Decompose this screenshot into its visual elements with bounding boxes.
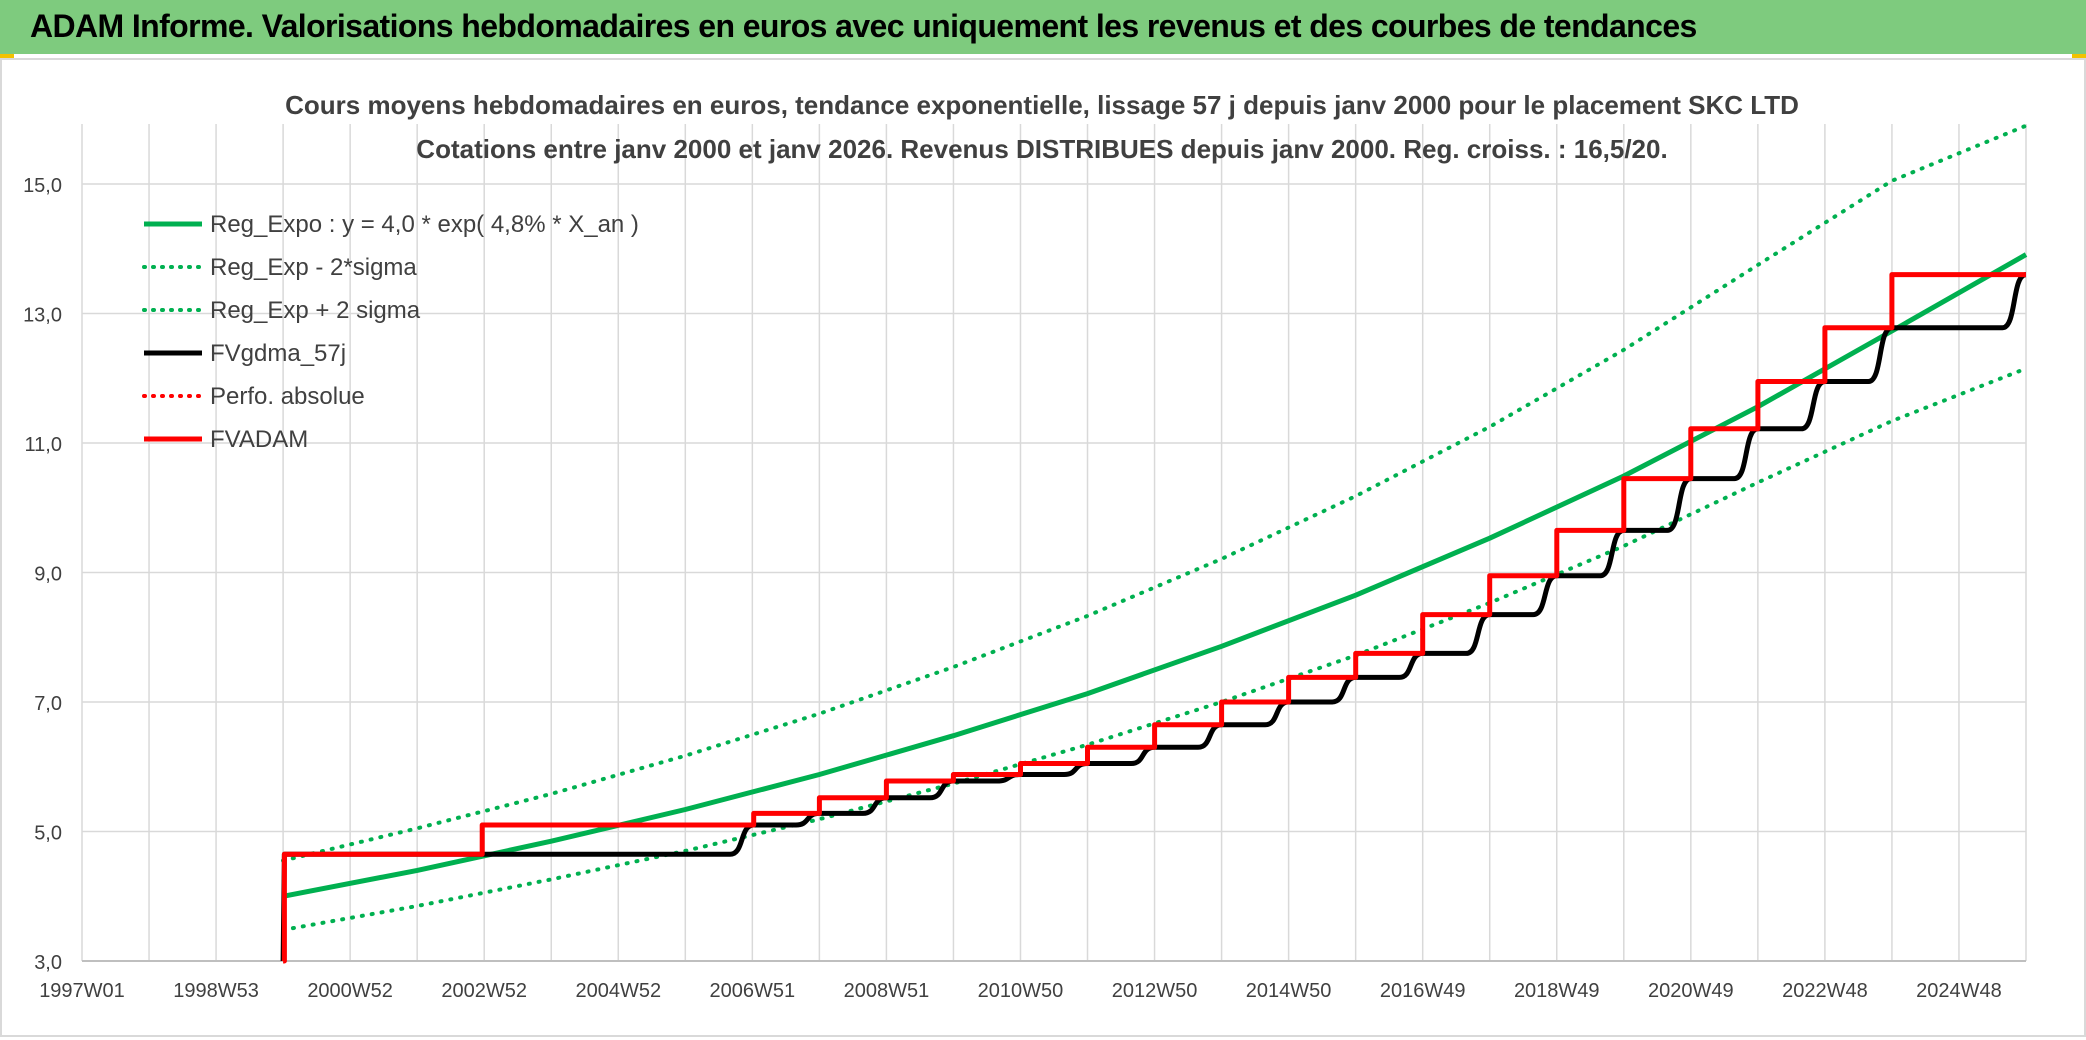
legend-label: FVgdma_57j — [210, 340, 346, 367]
legend-reg-expo[interactable]: Reg_Expo : y = 4,0 * exp( 4,8% * X_an ) — [144, 211, 639, 238]
legend-fvgdma[interactable]: FVgdma_57j — [144, 340, 346, 367]
y-tick-label: 3,0 — [34, 952, 62, 974]
y-tick-label: 7,0 — [34, 693, 62, 715]
axes: 3,0 5,0 7,0 9,0 11,0 13,0 15,0 1997W01 1998W53 20… — [23, 175, 2026, 1002]
series-line-reg-expo — [282, 252, 2028, 899]
x-tick-label: 1997W01 — [39, 980, 125, 1002]
corner-marker-right — [2072, 54, 2086, 59]
report-header: ADAM Informe. Valorisations hebdomadaire… — [0, 0, 2086, 54]
x-tick-label: 2016W49 — [1380, 980, 1466, 1002]
x-tick-label: 2010W50 — [978, 980, 1064, 1002]
x-tick-label: 2006W51 — [710, 980, 796, 1002]
legend-label: Reg_Exp + 2 sigma — [210, 297, 421, 324]
report-title: ADAM Informe. Valorisations hebdomadaire… — [30, 8, 1697, 44]
y-tick-label: 9,0 — [34, 564, 62, 586]
x-tick-label: 2014W50 — [1246, 980, 1332, 1002]
legend-fvadam[interactable]: FVADAM — [144, 426, 308, 453]
x-tick-label: 2000W52 — [307, 980, 393, 1002]
series-line-fvadam — [281, 272, 2026, 964]
legend-label: Reg_Expo : y = 4,0 * exp( 4,8% * X_an ) — [210, 211, 639, 238]
x-tick-label: 2020W49 — [1648, 980, 1734, 1002]
x-tick-label: 2004W52 — [575, 980, 661, 1002]
x-tick-label: 2022W48 — [1782, 980, 1868, 1002]
legend-label: Perfo. absolue — [210, 383, 365, 410]
y-tick-label: 11,0 — [25, 434, 62, 456]
x-tick-label: 1998W53 — [173, 980, 259, 1002]
series-line-reg-exp-plus-2sigma — [281, 123, 2028, 863]
x-tick-label: 2002W52 — [441, 980, 527, 1002]
series — [280, 123, 2028, 964]
x-tick-label: 2024W48 — [1916, 980, 2002, 1002]
chart-svg: 3,0 5,0 7,0 9,0 11,0 13,0 15,0 1997W01 1998W53 20… — [23, 90, 2028, 1002]
grid — [81, 124, 2027, 962]
legend-label: Reg_Exp - 2*sigma — [210, 254, 417, 281]
x-tick-label: 2012W50 — [1112, 980, 1198, 1002]
y-tick-label: 13,0 — [23, 305, 62, 327]
series-line-reg-exp-minus-2sigma — [281, 366, 2028, 932]
legend-reg-exp-plus[interactable]: Reg_Exp + 2 sigma — [142, 297, 421, 324]
legend-reg-exp-minus[interactable]: Reg_Exp - 2*sigma — [142, 254, 417, 281]
legend[interactable]: Reg_Expo : y = 4,0 * exp( 4,8% * X_an ) R… — [142, 211, 639, 453]
chart-title: Cours moyens hebdomadaires en euros, ten… — [285, 90, 1799, 120]
y-tick-label: 5,0 — [34, 823, 62, 845]
corner-marker-left — [0, 54, 14, 59]
x-tick-label: 2018W49 — [1514, 980, 1600, 1002]
chart-area: 3,0 5,0 7,0 9,0 11,0 13,0 15,0 1997W01 1998W53 20… — [0, 58, 2086, 1037]
legend-label: FVADAM — [210, 426, 308, 453]
x-tick-label: 2008W51 — [844, 980, 930, 1002]
legend-perfo[interactable]: Perfo. absolue — [142, 383, 365, 410]
chart-subtitle: Cotations entre janv 2000 et janv 2026. … — [416, 134, 1667, 164]
y-tick-label: 15,0 — [23, 175, 62, 197]
